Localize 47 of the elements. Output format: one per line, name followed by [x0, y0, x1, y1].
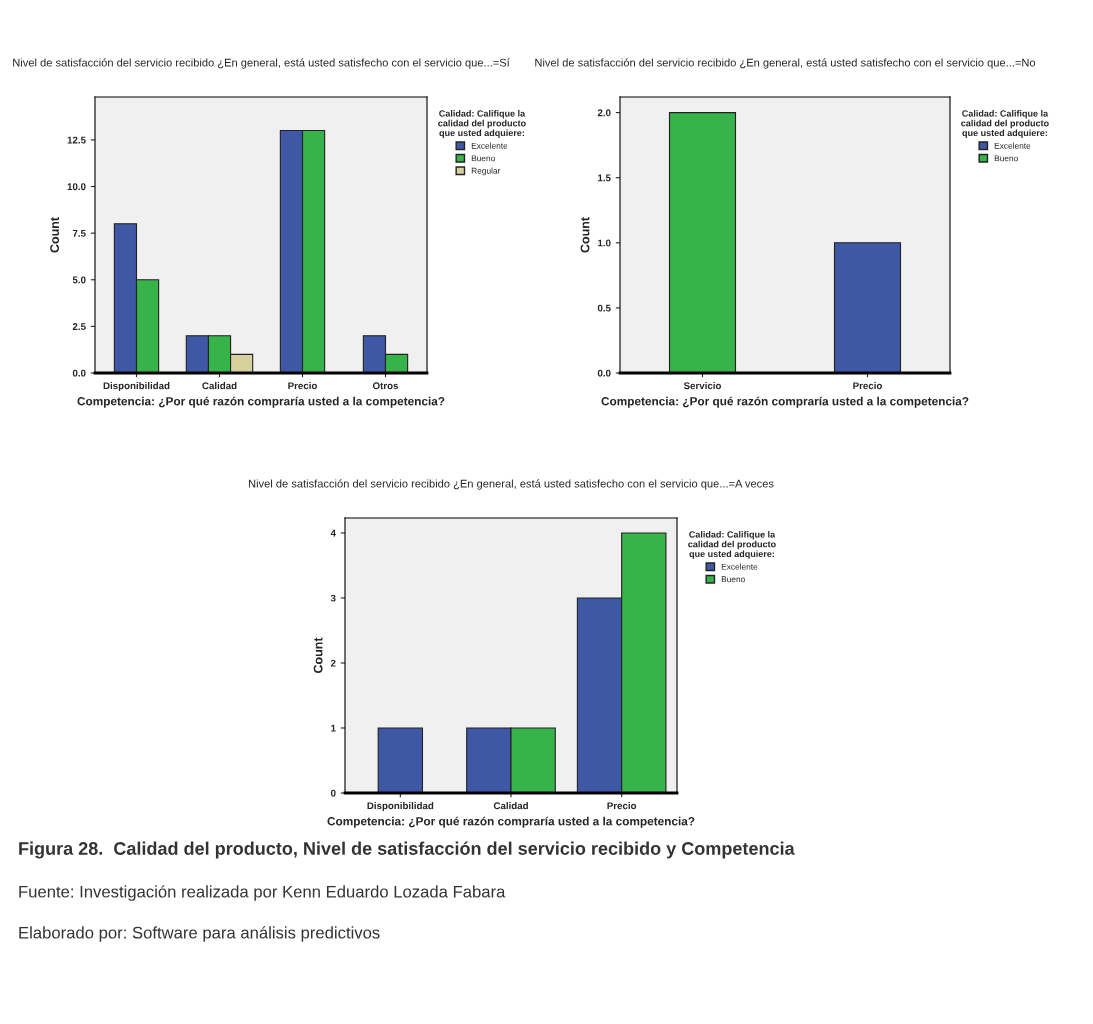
- x-tick-label: Disponibilidad: [103, 382, 170, 392]
- y-axis-title: Count: [580, 217, 590, 253]
- y-tick-label: 3: [330, 594, 336, 602]
- y-tick-label: 1.5: [598, 174, 611, 182]
- x-tick-label: Servicio: [683, 382, 722, 390]
- source-note: Fuente: Investigación realizada por Kenn Eduardo Lozada Fabara: [19, 885, 506, 901]
- y-tick-label: 7.5: [72, 229, 86, 237]
- chart-title: Nivel de satisfacción del servicio recibido ¿En general, está usted satisfecho con el servicio que...=No: [535, 58, 1036, 69]
- y-tick-label: 2: [330, 659, 336, 667]
- y-tick-label: 2.0: [597, 109, 611, 117]
- legend-label: Excelente: [994, 142, 1031, 149]
- legend-title: Calidad: Califique la calidad del producto que usted adquiere:: [961, 110, 1049, 138]
- y-tick-label: 1: [331, 724, 336, 732]
- y-tick-label: 0.5: [597, 304, 611, 312]
- legend-label: Regular: [471, 167, 501, 176]
- y-tick-label: 1.0: [598, 239, 611, 247]
- x-axis-title: Competencia: ¿Por qué razón compraría usted a la competencia?: [327, 816, 695, 828]
- legend-label: Excelente: [471, 142, 508, 149]
- x-tick-label: Precio: [853, 382, 882, 390]
- y-tick-label: 0: [330, 789, 336, 797]
- y-axis-title: Count: [50, 217, 60, 253]
- text: Figura 28. Calidad del producto, Nivel de satisfacción del servicio recibido y Competencia: [19, 841, 795, 859]
- legend-title: Calidad: Califique la calidad del producto que usted adquiere:: [438, 110, 526, 138]
- y-tick-label: 4: [330, 529, 336, 537]
- y-axis-title: Count: [313, 637, 323, 674]
- chart-title: Nivel de satisfacción del servicio recibido ¿En general, está usted satisfecho con el servicio que...=Sí: [13, 58, 510, 69]
- legend-label: Bueno: [994, 155, 1018, 162]
- legend-label: Bueno: [721, 576, 745, 583]
- legend-label: Bueno: [471, 155, 495, 162]
- y-tick-label: 0.0: [72, 369, 86, 377]
- chart-title: Nivel de satisfacción del servicio recibido ¿En general, está usted satisfecho con el servicio que...=A veces: [248, 479, 774, 490]
- text: Elaborado por: Software para análisis predictivos: [19, 926, 380, 942]
- x-axis-title: Competencia: ¿Por qué razón compraría usted a la competencia?: [77, 396, 445, 408]
- y-tick-label: 5.0: [72, 276, 86, 284]
- y-tick-label: 12.5: [67, 136, 86, 144]
- x-tick-label: Otros: [372, 382, 399, 390]
- legend-title: Calidad: Califique la calidad del producto que usted adquiere:: [688, 531, 776, 559]
- x-tick-label: Precio: [607, 802, 637, 810]
- x-tick-label: Calidad: [202, 382, 237, 390]
- y-tick-label: 10.0: [67, 183, 86, 191]
- x-tick-label: Calidad: [493, 802, 528, 810]
- x-tick-label: Precio: [288, 382, 317, 390]
- y-tick-label: 0.0: [597, 369, 611, 377]
- x-tick-label: Disponibilidad: [367, 802, 434, 812]
- legend-label: Excelente: [721, 563, 758, 570]
- x-axis-title: Competencia: ¿Por qué razón compraría usted a la competencia?: [601, 396, 969, 408]
- y-tick-label: 2.5: [72, 323, 86, 330]
